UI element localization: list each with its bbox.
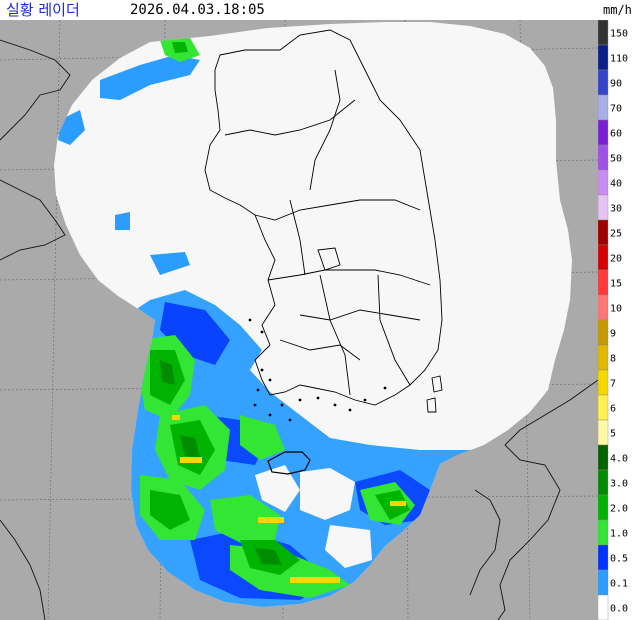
legend-swatch: [598, 469, 609, 496]
legend-swatch: [598, 219, 609, 246]
outer-coastline: [0, 39, 598, 620]
legend-unit: mm/h: [603, 3, 632, 17]
legend-swatch: [598, 444, 609, 471]
legend-swatch: [598, 344, 609, 371]
legend-label: 25: [610, 229, 622, 240]
legend-label: 4.0: [610, 454, 628, 465]
jeju-island: [267, 451, 311, 475]
legend-label: 8: [610, 354, 616, 365]
legend-swatch: [598, 144, 609, 171]
precipitation-legend: 150 110 90 70 60 50 40 30 25 20 15 10 9 8 7 6 5 4.0 3.0 2.0…: [598, 20, 635, 620]
legend-label: 150: [610, 29, 628, 40]
legend-swatch: [598, 319, 609, 346]
legend-label: 70: [610, 104, 622, 115]
legend-label: 7: [610, 379, 616, 390]
korea-islands: [248, 318, 387, 422]
legend-swatch: [598, 94, 609, 121]
legend-swatch: [598, 394, 609, 421]
legend-label: 9: [610, 329, 616, 340]
legend-label: 20: [610, 254, 622, 265]
legend-label: 1.0: [610, 529, 628, 540]
map-title: 실황 레이더: [6, 1, 80, 19]
korea-coastline: [204, 29, 443, 475]
legend-label: 90: [610, 79, 622, 90]
legend-swatch: [598, 169, 609, 196]
legend-label: 10: [610, 304, 622, 315]
legend-label: 15: [610, 279, 622, 290]
legend-swatch: [598, 194, 609, 221]
legend-swatch: [598, 69, 609, 96]
legend-label: 40: [610, 179, 622, 190]
legend-swatch: [598, 269, 609, 296]
legend-swatch: [598, 369, 609, 396]
legend-label: 6: [610, 404, 616, 415]
legend-label: 110: [610, 54, 628, 65]
legend-swatch: [598, 594, 609, 620]
legend-swatch: [598, 569, 609, 596]
header-bar: 실황 레이더 2026.04.03.18:05 mm/h: [0, 0, 635, 20]
legend-label: 60: [610, 129, 622, 140]
legend-swatch: [598, 519, 609, 546]
legend-swatch: [598, 20, 609, 46]
legend-label: 3.0: [610, 479, 628, 490]
radar-map: [0, 20, 598, 620]
legend-label: 0.1: [610, 579, 628, 590]
legend-label: 30: [610, 204, 622, 215]
legend-swatch: [598, 44, 609, 71]
legend-label: 5: [610, 429, 616, 440]
legend-label: 0.5: [610, 554, 628, 565]
legend-label: 2.0: [610, 504, 628, 515]
legend-swatch: [598, 419, 609, 446]
legend-swatch: [598, 494, 609, 521]
legend-swatch: [598, 244, 609, 271]
legend-label: 0.0: [610, 604, 628, 615]
legend-swatch: [598, 119, 609, 146]
legend-swatch: [598, 294, 609, 321]
legend-label: 50: [610, 154, 622, 165]
legend-swatch: [598, 544, 609, 571]
observation-timestamp: 2026.04.03.18:05: [130, 2, 265, 18]
